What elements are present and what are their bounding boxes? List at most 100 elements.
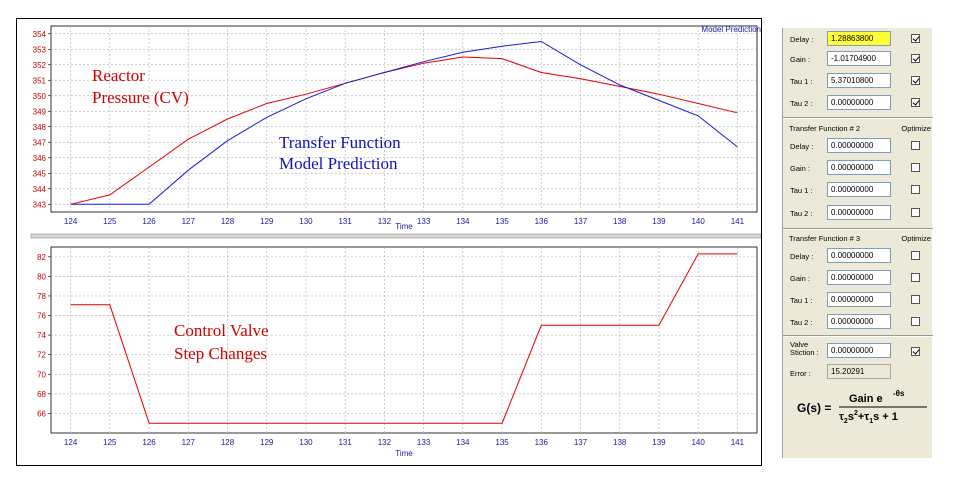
tf2-gain-optimize-checkbox[interactable] bbox=[911, 163, 920, 172]
chart-splitter[interactable] bbox=[30, 233, 762, 239]
tf1-tau1-optimize-checkbox[interactable] bbox=[911, 76, 920, 85]
formula-lhs: G(s) = bbox=[797, 401, 831, 415]
valve-chart: 66 68 70 72 74 76 78 80 82 124 125 126 127 128 129 130… bbox=[37, 246, 758, 458]
pressure-plot-area bbox=[50, 25, 758, 213]
tf2-tau2-label: Tau 2 : bbox=[790, 209, 813, 218]
tf1-tau2-input[interactable]: 0.00000000 bbox=[827, 95, 891, 110]
pressure-x-tick-label: 136 bbox=[535, 217, 549, 226]
pressure-x-tick-label: 140 bbox=[691, 217, 705, 226]
tf1-tau2-optimize-checkbox[interactable] bbox=[911, 98, 920, 107]
valve-x-axis-title: Time bbox=[395, 449, 413, 458]
formula-svg: G(s) = Gain e -θs τ2s2+τ1s + 1 bbox=[797, 389, 927, 425]
charts-svg: 343 344 345 346 347 348 349 350 351 352 353 354 124… bbox=[30, 25, 762, 458]
tf3-delay-optimize-checkbox[interactable] bbox=[911, 251, 920, 260]
tf3-delay-input[interactable]: 0.00000000 bbox=[827, 248, 891, 263]
valve-x-tick-label: 130 bbox=[299, 438, 313, 447]
tf1-tau2-label: Tau 2 : bbox=[790, 99, 813, 108]
pressure-x-tick-label: 135 bbox=[495, 217, 509, 226]
parameter-panel: Delay : 1.28863800 Gain : -1.01704900 Ta… bbox=[782, 28, 933, 458]
valve-x-tick-label: 125 bbox=[103, 438, 117, 447]
tf2-row-tau2: Tau 2 : 0.00000000 bbox=[783, 203, 933, 223]
tf3-row-tau1: Tau 1 : 0.00000000 bbox=[783, 290, 933, 310]
valve-x-tick-label: 124 bbox=[64, 438, 78, 447]
tf2-tau2-optimize-checkbox[interactable] bbox=[911, 208, 920, 217]
formula-numerator: Gain e bbox=[849, 393, 883, 405]
valve-x-tick-label: 138 bbox=[613, 438, 627, 447]
valve-x-tick-label: 139 bbox=[652, 438, 666, 447]
error-row: Error : 15.20291 bbox=[783, 363, 933, 383]
tf3-tau2-label: Tau 2 : bbox=[790, 318, 813, 327]
group-separator bbox=[783, 228, 933, 230]
tf2-row-gain: Gain : 0.00000000 bbox=[783, 158, 933, 178]
tf2-gain-input[interactable]: 0.00000000 bbox=[827, 160, 891, 175]
pressure-chart: 343 344 345 346 347 348 349 350 351 352 353 354 124… bbox=[33, 25, 761, 231]
pressure-x-tick-label: 125 bbox=[103, 217, 117, 226]
tf2-row-delay: Delay : 0.00000000 bbox=[783, 136, 933, 156]
valve-x-tick-label: 137 bbox=[574, 438, 588, 447]
pressure-y-tick-label: 345 bbox=[33, 169, 47, 178]
formula-denominator: τ2s2+τ1s + 1 bbox=[839, 410, 898, 425]
pressure-x-tick-label: 133 bbox=[417, 217, 431, 226]
tf1-row-tau1: Tau 1 : 5.37010800 bbox=[783, 71, 933, 91]
tf3-gain-optimize-checkbox[interactable] bbox=[911, 273, 920, 282]
pressure-y-tick-label: 352 bbox=[33, 61, 47, 70]
pressure-x-axis-title: Time bbox=[395, 222, 413, 231]
valve-x-tick-label: 136 bbox=[535, 438, 549, 447]
tf1-delay-optimize-checkbox[interactable] bbox=[911, 34, 920, 43]
transfer-function-formula: G(s) = Gain e -θs τ2s2+τ1s + 1 bbox=[795, 388, 930, 428]
error-label: Error : bbox=[790, 369, 811, 378]
tf1-delay-label: Delay : bbox=[790, 35, 814, 44]
valve-x-tick-label: 126 bbox=[142, 438, 156, 447]
tf3-tau1-optimize-checkbox[interactable] bbox=[911, 295, 920, 304]
valve-x-tick-label: 127 bbox=[182, 438, 196, 447]
tf3-tau2-input[interactable]: 0.00000000 bbox=[827, 314, 891, 329]
error-value: 15.20291 bbox=[827, 364, 891, 379]
pressure-y-tick-label: 353 bbox=[33, 45, 47, 54]
tf1-gain-label: Gain : bbox=[790, 55, 811, 64]
stiction-label-line2: Stiction : bbox=[790, 348, 819, 357]
annotation-control-valve-line1: Control Valve bbox=[174, 321, 269, 340]
tf1-tau1-input[interactable]: 5.37010800 bbox=[827, 73, 891, 88]
stiction-input[interactable]: 0.00000000 bbox=[827, 343, 891, 358]
valve-y-tick-label: 72 bbox=[37, 351, 46, 360]
tf3-tau1-input[interactable]: 0.00000000 bbox=[827, 292, 891, 307]
tf2-tau2-input[interactable]: 0.00000000 bbox=[827, 205, 891, 220]
pressure-x-tick-label: 129 bbox=[260, 217, 274, 226]
valve-x-tick-label: 141 bbox=[731, 438, 745, 447]
annotation-model-prediction-line2: Model Prediction bbox=[279, 154, 398, 173]
tf3-row-gain: Gain : 0.00000000 bbox=[783, 268, 933, 288]
tf1-tau1-label: Tau 1 : bbox=[790, 77, 813, 86]
valve-x-tick-label: 133 bbox=[417, 438, 431, 447]
valve-x-tick-label: 129 bbox=[260, 438, 274, 447]
tf3-row-delay: Delay : 0.00000000 bbox=[783, 246, 933, 266]
stiction-label: Valve Stiction : bbox=[790, 341, 819, 357]
tf1-gain-input[interactable]: -1.01704900 bbox=[827, 51, 891, 66]
pressure-y-tick-label: 343 bbox=[33, 200, 47, 209]
pressure-y-tick-label: 351 bbox=[33, 76, 47, 85]
tf2-tau1-input[interactable]: 0.00000000 bbox=[827, 182, 891, 197]
tf1-gain-optimize-checkbox[interactable] bbox=[911, 54, 920, 63]
tf2-title: Transfer Function # 2 bbox=[789, 124, 861, 133]
pressure-x-tick-label: 139 bbox=[652, 217, 666, 226]
tf2-tau1-optimize-checkbox[interactable] bbox=[911, 185, 920, 194]
tf3-gain-input[interactable]: 0.00000000 bbox=[827, 270, 891, 285]
tf2-delay-input[interactable]: 0.00000000 bbox=[827, 138, 891, 153]
tf2-delay-optimize-checkbox[interactable] bbox=[911, 141, 920, 150]
tf3-gain-label: Gain : bbox=[790, 274, 811, 283]
valve-y-tick-label: 70 bbox=[37, 370, 46, 379]
pressure-y-tick-label: 349 bbox=[33, 107, 47, 116]
formula-exponent: -θs bbox=[893, 389, 905, 398]
valve-x-tick-label: 128 bbox=[221, 438, 235, 447]
pressure-y-tick-label: 348 bbox=[33, 123, 47, 132]
tf1-row-tau2: Tau 2 : 0.00000000 bbox=[783, 93, 933, 113]
stiction-optimize-checkbox[interactable] bbox=[911, 347, 920, 356]
valve-y-tick-label: 78 bbox=[37, 292, 46, 301]
pressure-x-tick-label: 134 bbox=[456, 217, 470, 226]
pressure-x-tick-label: 138 bbox=[613, 217, 627, 226]
tf1-delay-input[interactable]: 1.28863800 bbox=[827, 31, 891, 46]
legend-model-prediction: Model Prediction bbox=[701, 25, 761, 34]
valve-x-tick-label: 134 bbox=[456, 438, 470, 447]
tf3-tau2-optimize-checkbox[interactable] bbox=[911, 317, 920, 326]
group-separator bbox=[783, 117, 933, 119]
